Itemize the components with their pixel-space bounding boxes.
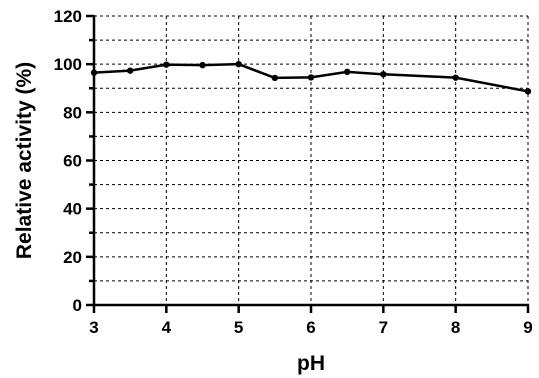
data-point — [524, 88, 532, 95]
x-tick-label: 4 — [162, 318, 172, 337]
x-tick-label: 8 — [451, 318, 460, 337]
y-tick-label: 100 — [54, 55, 82, 74]
ticks: 0 20 40 60 80 100 120 3 4 5 6 7 8 9 — [54, 7, 533, 337]
data-point — [271, 74, 279, 82]
data-point — [380, 71, 387, 78]
y-tick-label: 80 — [63, 103, 82, 122]
x-tick-label: 9 — [523, 318, 532, 337]
x-axis-title: pH — [297, 352, 325, 375]
data-point — [343, 68, 351, 76]
y-tick-label: 40 — [63, 200, 82, 219]
data-point — [452, 74, 459, 81]
x-tick-label: 6 — [306, 318, 315, 337]
data-point — [235, 60, 242, 68]
y-axis-title: Relative activity (%) — [13, 62, 36, 259]
y-tick-label: 120 — [54, 7, 82, 26]
x-tick-label: 5 — [234, 318, 243, 337]
grid — [94, 15, 529, 305]
data-point — [199, 61, 206, 69]
data-point — [307, 74, 315, 81]
data-point — [90, 69, 98, 76]
data-series — [90, 60, 532, 95]
x-tick-label: 3 — [89, 318, 98, 337]
y-tick-label: 20 — [63, 248, 82, 267]
y-tick-label: 60 — [63, 152, 82, 171]
data-point — [163, 61, 170, 68]
data-point — [126, 67, 134, 74]
x-tick-label: 7 — [379, 318, 388, 337]
y-tick-label: 0 — [73, 296, 82, 315]
